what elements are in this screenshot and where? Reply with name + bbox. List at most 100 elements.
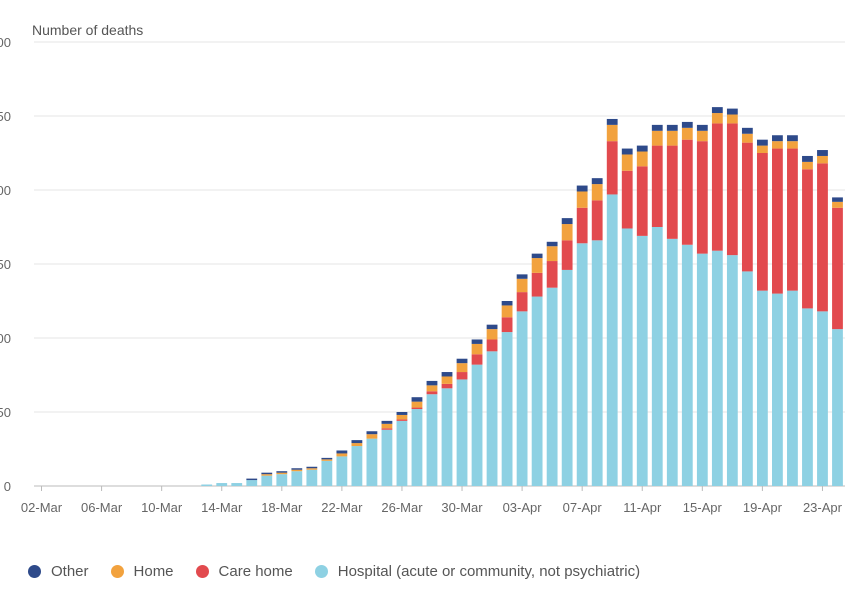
bar-28-Mar-series-1 [426, 391, 438, 395]
bar-10-Apr-series-2 [621, 154, 633, 171]
x-tick-label-07-Apr: 07-Apr [563, 500, 603, 515]
bar-12-Apr-series-2 [651, 130, 663, 146]
y-axis-title: Number of deaths [32, 22, 144, 38]
bar-17-Apr-series-1 [726, 123, 738, 256]
x-tick-label-19-Apr: 19-Apr [743, 500, 783, 515]
bar-15-Apr-series-0 [696, 253, 708, 486]
x-tick-label-02-Mar: 02-Mar [21, 500, 63, 515]
bar-07-Apr-series-3 [576, 185, 588, 192]
bar-30-Mar-series-1 [456, 372, 468, 380]
bar-28-Mar-series-2 [426, 385, 438, 392]
bar-08-Apr-series-2 [591, 184, 603, 201]
bar-26-Mar-series-3 [396, 412, 408, 415]
bar-22-Apr-series-2 [802, 161, 813, 170]
bar-06-Apr-series-2 [561, 224, 573, 241]
bar-02-Apr-series-2 [501, 305, 513, 318]
bar-13-Apr-series-0 [666, 238, 678, 486]
stacked-bar-chart: 0 50 100 150 200 250 300 02-Mar 06-Mar 10-Mar 14-M… [0, 35, 845, 515]
bar-24-Mar-series-2 [366, 434, 378, 439]
bar-05-Apr-series-0 [546, 287, 558, 486]
bar-29-Mar-series-2 [441, 376, 453, 384]
bar-13-Apr-series-3 [666, 124, 678, 131]
bar-17-Mar-series-2 [261, 474, 273, 476]
bar-15-Apr-series-1 [696, 141, 708, 254]
bar-04-Apr-series-2 [531, 258, 543, 273]
bar-19-Apr-series-1 [756, 153, 768, 291]
bar-14-Apr-series-0 [681, 244, 693, 486]
bar-05-Apr-series-2 [546, 246, 558, 262]
bar-24-Apr-series-3 [832, 197, 843, 202]
bar-23-Apr-series-1 [817, 163, 828, 312]
x-tick-label-10-Mar: 10-Mar [141, 500, 183, 515]
bar-18-Mar-series-0 [276, 474, 288, 486]
bar-10-Apr-series-3 [621, 148, 633, 155]
legend-swatch [195, 564, 209, 578]
bar-15-Apr-series-3 [696, 124, 708, 131]
bar-13-Mar-series-0 [201, 484, 213, 486]
bar-20-Apr-series-3 [772, 135, 783, 142]
bar-30-Mar-series-0 [456, 379, 468, 486]
y-tick-label-150: 150 [0, 257, 11, 272]
bar-07-Apr-series-0 [576, 243, 588, 486]
bar-20-Apr-series-2 [772, 141, 783, 149]
bar-23-Mar-series-0 [351, 446, 363, 486]
bar-19-Mar-series-2 [291, 469, 303, 472]
bar-21-Apr-series-3 [787, 135, 798, 142]
bar-27-Mar-series-3 [411, 397, 423, 402]
bar-16-Apr-series-0 [711, 250, 723, 486]
x-tick-label-06-Mar: 06-Mar [81, 500, 123, 515]
bar-17-Apr-series-0 [726, 255, 738, 486]
x-tick-label-11-Apr: 11-Apr [623, 500, 662, 515]
y-tick-label-250: 250 [0, 109, 11, 124]
bar-23-Apr-series-3 [817, 150, 828, 156]
bar-09-Apr-series-3 [606, 118, 618, 125]
bar-07-Apr-series-1 [576, 207, 588, 244]
bar-14-Apr-series-2 [681, 127, 693, 140]
x-tick-label-22-Mar: 22-Mar [321, 500, 363, 515]
bar-27-Mar-series-2 [411, 401, 423, 408]
bar-25-Mar-series-1 [381, 428, 393, 430]
bar-01-Apr-series-1 [486, 339, 498, 352]
bar-22-Apr-series-1 [802, 169, 813, 309]
bar-22-Apr-series-0 [802, 308, 813, 486]
legend-item: Care home [195, 563, 293, 580]
bar-21-Apr-series-2 [787, 141, 798, 149]
bar-24-Apr-series-2 [832, 201, 843, 208]
bar-06-Apr-series-0 [561, 269, 573, 486]
bar-19-Mar-series-0 [291, 471, 303, 486]
bar-20-Mar-series-0 [306, 469, 318, 486]
bar-25-Mar-series-3 [381, 420, 393, 424]
bar-20-Mar-series-2 [306, 468, 318, 470]
bar-23-Apr-series-0 [817, 311, 828, 486]
bar-01-Apr-series-2 [486, 329, 498, 340]
bar-16-Mar-series-3 [246, 478, 258, 481]
bar-24-Apr-series-1 [832, 207, 843, 330]
x-tick-label-14-Mar: 14-Mar [201, 500, 243, 515]
bar-11-Apr-series-2 [636, 151, 648, 167]
x-tick-label-03-Apr: 03-Apr [503, 500, 543, 515]
bar-21-Mar-series-2 [321, 459, 333, 461]
x-tick-label-30-Mar: 30-Mar [441, 500, 483, 515]
y-tick-label-0: 0 [4, 479, 11, 494]
legend-swatch [28, 564, 41, 578]
bar-07-Apr-series-2 [576, 191, 588, 208]
bar-04-Apr-series-1 [531, 272, 543, 297]
bar-18-Apr-series-1 [741, 142, 753, 272]
bar-31-Mar-series-1 [471, 354, 483, 365]
bar-17-Mar-series-3 [261, 472, 273, 475]
bar-04-Apr-series-0 [531, 296, 543, 486]
bar-06-Apr-series-1 [561, 240, 573, 270]
bar-16-Apr-series-1 [711, 123, 723, 251]
bar-17-Apr-series-3 [726, 108, 738, 115]
bar-02-Apr-series-3 [501, 301, 513, 306]
bar-28-Mar-series-3 [426, 380, 438, 386]
bar-26-Mar-series-1 [396, 419, 408, 421]
bar-31-Mar-series-0 [471, 364, 483, 486]
bar-29-Mar-series-3 [441, 372, 453, 377]
bar-06-Apr-series-3 [561, 218, 573, 225]
bar-14-Apr-series-1 [681, 139, 693, 245]
legend-swatch [314, 564, 328, 578]
legend-label: Other [51, 562, 89, 580]
bar-08-Apr-series-0 [591, 240, 603, 486]
y-tick-label-50: 50 [0, 405, 11, 420]
